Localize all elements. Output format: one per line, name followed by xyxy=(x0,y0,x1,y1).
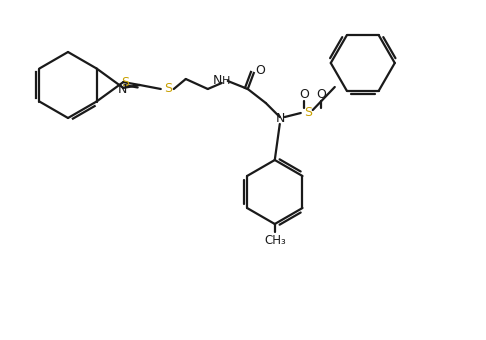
Text: CH₃: CH₃ xyxy=(264,234,286,246)
Text: H: H xyxy=(222,76,230,86)
Text: N: N xyxy=(276,113,285,125)
Text: N: N xyxy=(118,83,127,96)
Text: O: O xyxy=(316,88,326,102)
Text: O: O xyxy=(299,88,309,102)
Text: S: S xyxy=(304,106,312,119)
Text: O: O xyxy=(255,65,265,78)
Text: S: S xyxy=(164,83,172,96)
Text: N: N xyxy=(213,73,223,86)
Text: S: S xyxy=(122,76,129,89)
